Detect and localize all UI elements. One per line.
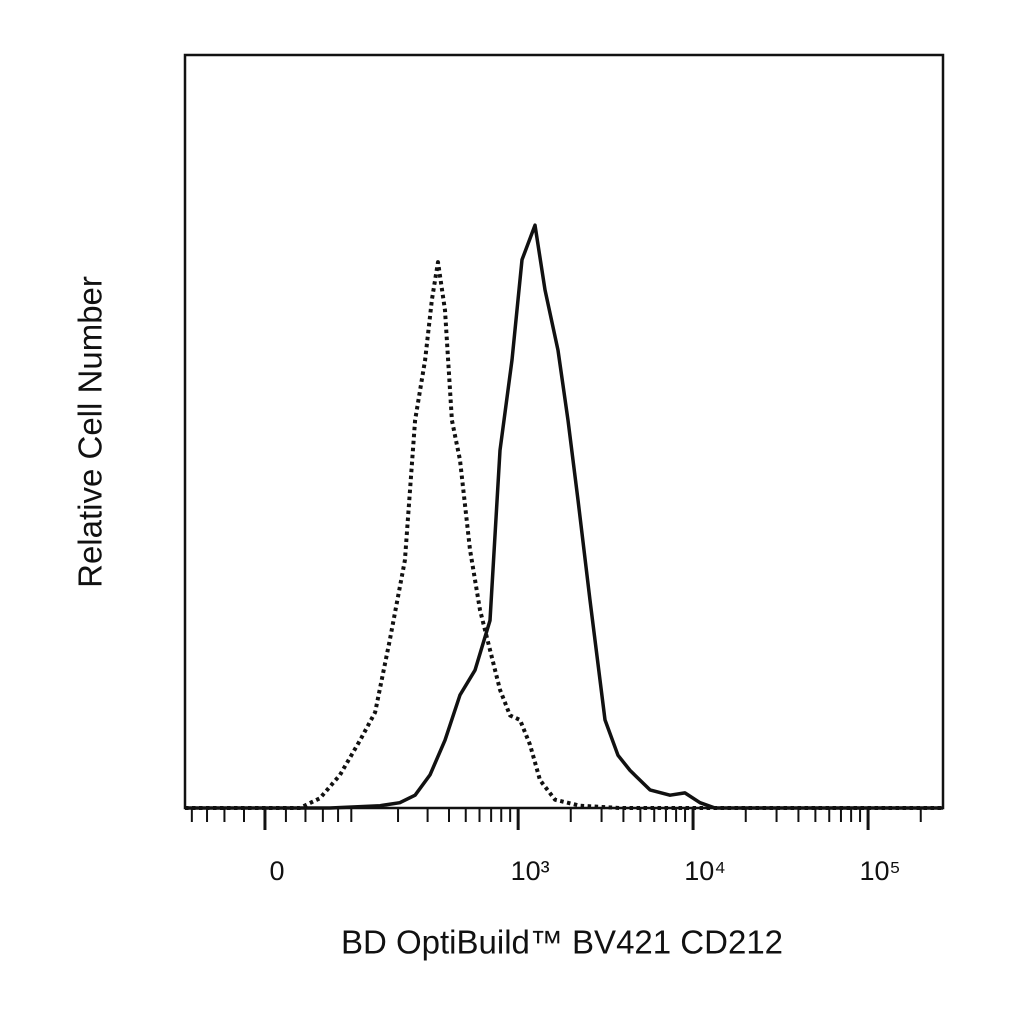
plot-frame <box>183 53 945 810</box>
x-tick-label: 10³ <box>511 856 550 886</box>
y-axis-title: Relative Cell Number <box>72 276 109 588</box>
x-tick-label: 10⁵ <box>859 856 900 886</box>
x-tick-label: 0 <box>269 856 284 886</box>
x-tick-label: 10⁴ <box>684 856 726 886</box>
stained-histogram <box>185 223 943 810</box>
x-axis-title: BD OptiBuild™ BV421 CD212 <box>341 924 783 961</box>
control-histogram <box>185 260 943 810</box>
